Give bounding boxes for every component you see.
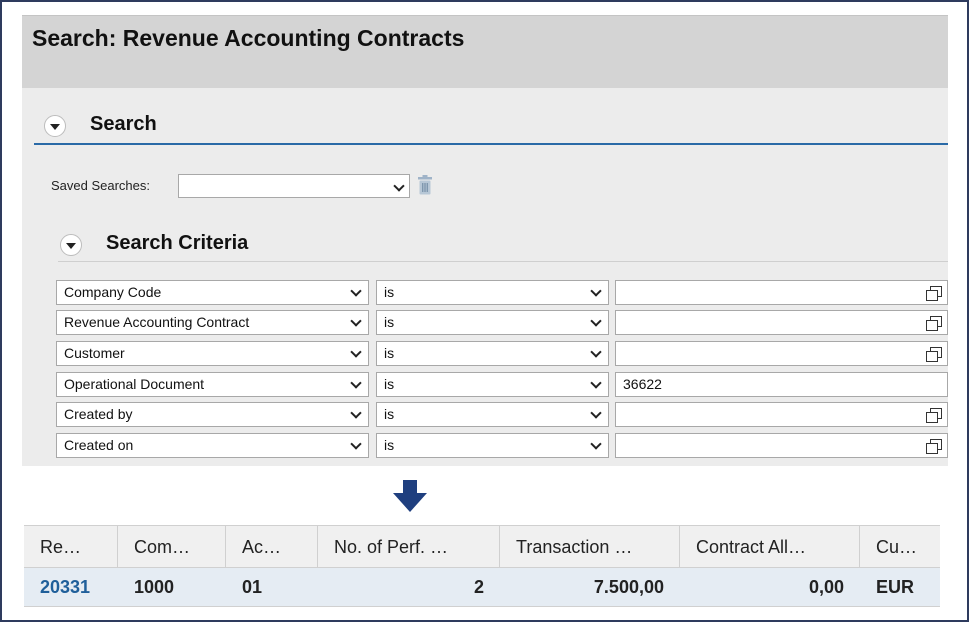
criteria-field-label: Company Code (64, 284, 162, 300)
chevron-down-icon (590, 407, 602, 419)
criteria-field-dropdown[interactable]: Created by (56, 402, 369, 427)
chevron-down-icon (350, 346, 362, 358)
chevron-down-icon (590, 438, 602, 450)
page-header: Search: Revenue Accounting Contracts (22, 15, 948, 88)
criteria-value-input[interactable] (615, 433, 948, 458)
value-help-icon[interactable] (926, 347, 942, 362)
table-cell: EUR (876, 577, 915, 597)
criteria-row: Revenue Accounting Contract is (56, 310, 948, 335)
column-header[interactable]: No. of Perf. … (318, 526, 500, 568)
criteria-field-label: Customer (64, 345, 125, 361)
chevron-down-icon (350, 285, 362, 297)
criteria-operator-label: is (384, 376, 395, 392)
table-cell: 1000 (134, 577, 175, 597)
column-header[interactable]: Ac… (226, 526, 318, 568)
chevron-down-icon (590, 377, 602, 389)
criteria-field-label: Operational Document (64, 376, 205, 392)
search-panel: Search: Revenue Accounting Contracts Sea… (22, 15, 948, 466)
criteria-operator-dropdown[interactable]: is (376, 372, 609, 397)
chevron-down-icon (590, 315, 602, 327)
criteria-operator-label: is (384, 406, 395, 422)
criteria-value-input[interactable] (615, 280, 948, 305)
value-help-icon[interactable] (926, 286, 942, 301)
criteria-row: Created on is (56, 433, 948, 458)
criteria-row: Customer is (56, 341, 948, 366)
column-header[interactable]: Com… (118, 526, 226, 568)
saved-searches-dropdown[interactable] (178, 174, 410, 198)
criteria-row: Created by is (56, 402, 948, 427)
criteria-divider (58, 261, 948, 262)
table-cell: 7.500,00 (593, 577, 664, 597)
chevron-down-icon (350, 438, 362, 450)
column-header[interactable]: Cu… (876, 537, 918, 557)
column-header[interactable]: Transaction … (500, 526, 680, 568)
criteria-operator-dropdown[interactable]: is (376, 433, 609, 458)
criteria-value-input[interactable] (615, 402, 948, 427)
column-header[interactable]: Contract All… (680, 526, 860, 568)
criteria-collapse-toggle-icon[interactable] (60, 234, 82, 256)
results-header-row: Re… Com… Ac… No. of Perf. … Transaction … (24, 525, 940, 568)
table-row[interactable]: 20331 1000 01 2 7.500,00 0,00 EUR (24, 568, 940, 607)
chevron-down-icon (590, 285, 602, 297)
criteria-operator-dropdown[interactable]: is (376, 280, 609, 305)
trash-icon[interactable] (417, 175, 433, 195)
criteria-operator-dropdown[interactable]: is (376, 402, 609, 427)
down-arrow-icon (393, 480, 427, 512)
search-criteria-title: Search Criteria (106, 232, 249, 254)
criteria-value-text: 36622 (623, 376, 662, 392)
criteria-field-dropdown[interactable]: Operational Document (56, 372, 369, 397)
criteria-operator-label: is (384, 284, 395, 300)
criteria-field-label: Created on (64, 437, 134, 453)
search-section-title: Search (90, 113, 157, 135)
value-help-icon[interactable] (926, 439, 942, 454)
contract-link[interactable]: 20331 (40, 577, 91, 597)
chevron-down-icon (350, 407, 362, 419)
criteria-value-input[interactable] (615, 310, 948, 335)
criteria-operator-label: is (384, 345, 395, 361)
criteria-field-dropdown[interactable]: Customer (56, 341, 369, 366)
value-help-icon[interactable] (926, 408, 942, 423)
criteria-operator-dropdown[interactable]: is (376, 310, 609, 335)
chevron-down-icon (350, 315, 362, 327)
criteria-field-dropdown[interactable]: Revenue Accounting Contract (56, 310, 369, 335)
results-table: Re… Com… Ac… No. of Perf. … Transaction … (24, 525, 940, 607)
criteria-field-dropdown[interactable]: Company Code (56, 280, 369, 305)
search-section-divider (34, 143, 948, 145)
chevron-down-icon (350, 377, 362, 389)
page-title: Search: Revenue Accounting Contracts (32, 25, 465, 51)
criteria-field-dropdown[interactable]: Created on (56, 433, 369, 458)
criteria-value-input[interactable] (615, 341, 948, 366)
column-header[interactable]: Re… (24, 526, 118, 568)
table-cell: 01 (242, 577, 263, 597)
criteria-operator-label: is (384, 314, 395, 330)
criteria-operator-label: is (384, 437, 395, 453)
criteria-row: Operational Document is 36622 (56, 372, 948, 397)
chevron-down-icon (590, 346, 602, 358)
chevron-down-icon (393, 180, 405, 192)
saved-searches-label: Saved Searches: (51, 178, 151, 193)
table-cell: 0,00 (808, 577, 844, 597)
criteria-value-input[interactable]: 36622 (615, 372, 948, 397)
criteria-field-label: Created by (64, 406, 133, 422)
table-cell: 2 (473, 577, 484, 597)
value-help-icon[interactable] (926, 316, 942, 331)
criteria-row: Company Code is (56, 280, 948, 305)
criteria-operator-dropdown[interactable]: is (376, 341, 609, 366)
search-collapse-toggle-icon[interactable] (44, 115, 66, 137)
criteria-field-label: Revenue Accounting Contract (64, 314, 250, 330)
